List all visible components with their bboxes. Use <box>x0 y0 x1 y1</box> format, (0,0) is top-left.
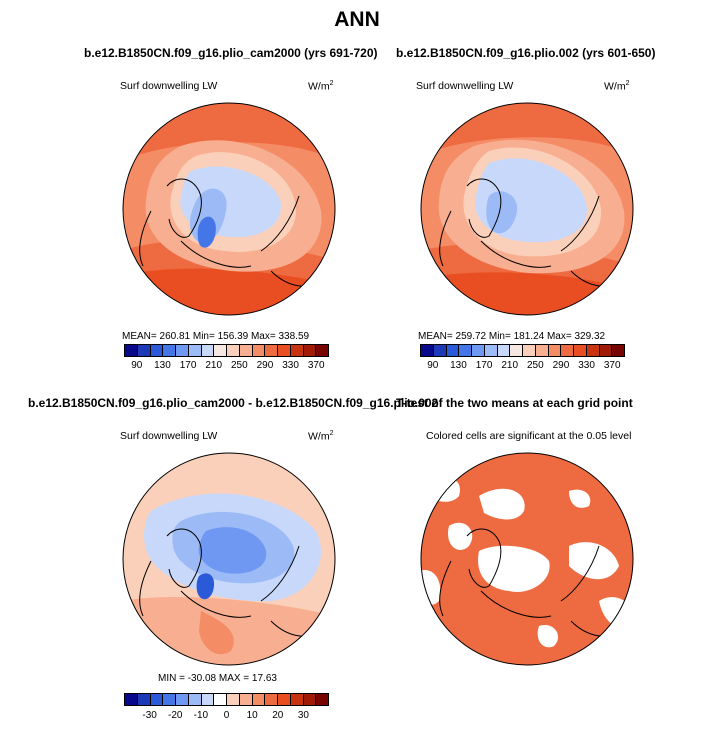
colorbar-bottom-left <box>124 693 329 706</box>
colorbar-swatch <box>265 694 278 705</box>
panel-title-bottom-left: b.e12.B1850CN.f09_g16.plio_cam2000 - b.e… <box>28 396 439 410</box>
colorbar-swatch <box>214 694 227 705</box>
colorbar-swatch <box>239 694 253 705</box>
colorbar-swatch <box>574 345 587 356</box>
colorbar-swatch <box>612 345 624 356</box>
colorbar-swatch <box>290 694 304 705</box>
colorbar-swatch <box>137 694 151 705</box>
polar-map-bottom-left <box>122 452 336 666</box>
colorbar-swatch <box>510 345 523 356</box>
colorbar-swatch <box>163 345 176 356</box>
panel-title-top-left: b.e12.B1850CN.f09_g16.plio_cam2000 (yrs … <box>84 46 378 60</box>
panel-title-top-right: b.e12.B1850CN.f09_g16.plio.002 (yrs 601-… <box>396 46 656 60</box>
colorbar-swatch <box>150 345 164 356</box>
colorbar-tick-label: 0 <box>223 710 230 721</box>
colorbar-swatch <box>278 345 291 356</box>
colorbar-swatch <box>176 345 189 356</box>
colorbar-swatch <box>586 345 600 356</box>
polar-map-top-left <box>122 102 336 316</box>
colorbar-tick-label: 290 <box>552 360 570 371</box>
colorbar-swatch <box>125 345 138 356</box>
main-title: ANN <box>334 8 380 31</box>
colorbar-tick-label: -10 <box>193 710 209 721</box>
colorbar-tick-label: 250 <box>230 360 248 371</box>
colorbar-tick-label: 330 <box>578 360 595 371</box>
colorbar-swatch <box>303 345 317 356</box>
panel-subtitle-top-left: Surf downwelling LW <box>120 80 218 92</box>
units-label-bottom-left: W/m2 <box>308 430 334 443</box>
colorbar-swatch <box>239 345 253 356</box>
colorbar-swatch <box>214 345 227 356</box>
colorbar-swatch <box>227 345 240 356</box>
colorbar-tick-label: 370 <box>307 360 325 371</box>
colorbar-swatch <box>599 345 613 356</box>
colorbar-swatch <box>188 694 202 705</box>
colorbar-tick-label: 30 <box>297 710 309 721</box>
polar-map-top-right <box>420 102 634 316</box>
colorbar-swatch <box>446 345 460 356</box>
colorbar-swatch <box>303 694 317 705</box>
colorbar-swatch <box>316 345 328 356</box>
colorbar-swatch <box>125 694 138 705</box>
colorbar-labels-top-right: 90 130 170 210 250 290 330 370 <box>420 360 625 374</box>
colorbar-tick-label: 20 <box>272 710 284 721</box>
polar-map-bottom-right <box>420 452 634 666</box>
colorbar-swatch <box>188 345 202 356</box>
colorbar-labels-top-left: 90 130 170 210 250 290 330 370 <box>124 360 329 374</box>
colorbar-swatch <box>472 345 485 356</box>
colorbar-tick-label: 170 <box>179 360 197 371</box>
colorbar-swatch <box>150 694 164 705</box>
colorbar-tick-label: 210 <box>501 360 519 371</box>
colorbar-swatch <box>265 345 278 356</box>
colorbar-swatch <box>433 345 447 356</box>
units-label-top-left: W/m2 <box>308 80 334 93</box>
colorbar-swatch <box>459 345 472 356</box>
colorbar-tick-label: 90 <box>427 360 439 371</box>
colorbar-tick-label: -30 <box>142 710 157 721</box>
colorbar-swatch <box>548 345 562 356</box>
colorbar-swatch <box>316 694 328 705</box>
colorbar-swatch <box>497 345 511 356</box>
colorbar-swatch <box>290 345 304 356</box>
colorbar-top-right <box>420 344 625 357</box>
colorbar-swatch <box>163 694 176 705</box>
colorbar-top-left <box>124 344 329 357</box>
colorbar-tick-label: -20 <box>168 710 183 721</box>
panel-subtitle-top-right: Surf downwelling LW <box>416 80 514 92</box>
colorbar-swatch <box>484 345 498 356</box>
colorbar-swatch <box>227 694 240 705</box>
colorbar-swatch <box>252 694 266 705</box>
colorbar-tick-label: 210 <box>205 360 223 371</box>
colorbar-swatch <box>561 345 574 356</box>
colorbar-tick-label: 370 <box>603 360 621 371</box>
colorbar-swatch <box>278 694 291 705</box>
colorbar-tick-label: 10 <box>246 710 258 721</box>
colorbar-tick-label: 170 <box>475 360 493 371</box>
colorbar-swatch <box>252 345 266 356</box>
panel-title-bottom-right: T-test of the two means at each grid poi… <box>396 396 633 410</box>
stats-bottom-left: MIN = -30.08 MAX = 17.63 <box>158 673 277 684</box>
stats-top-left: MEAN= 260.81 Min= 156.39 Max= 338.59 <box>122 331 310 342</box>
colorbar-tick-label: 290 <box>256 360 274 371</box>
panel-subtitle-bottom-right: Colored cells are significant at the 0.0… <box>426 430 632 442</box>
colorbar-tick-label: 330 <box>282 360 299 371</box>
panel-subtitle-bottom-left: Surf downwelling LW <box>120 430 218 442</box>
colorbar-swatch <box>421 345 434 356</box>
units-label-top-right: W/m2 <box>604 80 630 93</box>
colorbar-tick-label: 130 <box>450 360 467 371</box>
colorbar-swatch <box>201 345 215 356</box>
colorbar-tick-label: 250 <box>526 360 544 371</box>
colorbar-labels-bottom-left: -30 -20 -10 0 10 20 30 <box>124 710 329 724</box>
colorbar-swatch <box>201 694 215 705</box>
colorbar-tick-label: 130 <box>154 360 171 371</box>
colorbar-swatch <box>523 345 536 356</box>
stats-top-right: MEAN= 259.72 Min= 181.24 Max= 329.32 <box>418 331 606 342</box>
colorbar-swatch <box>137 345 151 356</box>
colorbar-swatch <box>535 345 549 356</box>
colorbar-swatch <box>176 694 189 705</box>
colorbar-tick-label: 90 <box>131 360 143 371</box>
